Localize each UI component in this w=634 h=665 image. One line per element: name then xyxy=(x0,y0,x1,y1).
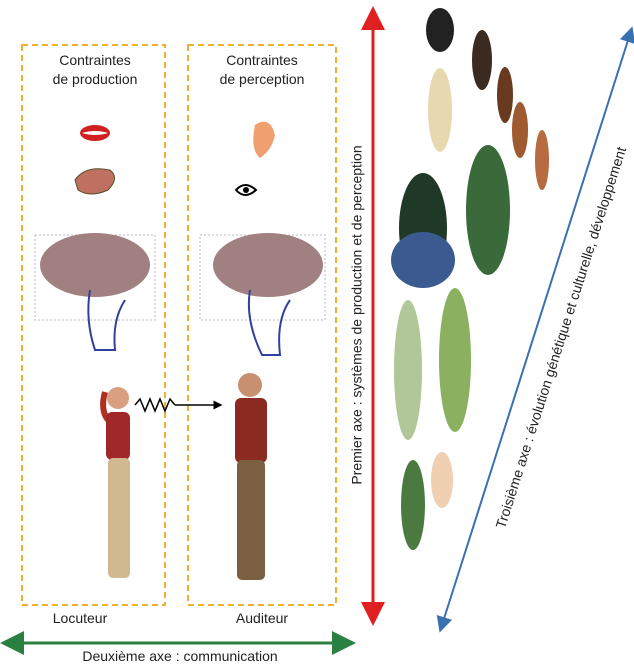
pupil xyxy=(243,187,249,193)
eye-icon xyxy=(234,184,258,196)
brain-right xyxy=(199,233,326,356)
production-box xyxy=(21,44,166,606)
third-axis-label: Troisième axe : évolution génétique et c… xyxy=(492,145,629,531)
tongue-icon xyxy=(74,168,115,195)
evolution-figures xyxy=(391,8,549,550)
brain-left xyxy=(34,233,156,351)
third-axis xyxy=(436,26,634,633)
box-title: Contraintes xyxy=(226,52,298,68)
sound-wave xyxy=(134,397,176,413)
perception-box xyxy=(187,44,337,606)
caption: Locuteur xyxy=(53,610,108,626)
first-axis-label: Premier axe : systèmes de production et … xyxy=(349,145,365,484)
second-axis-label: Deuxième axe : communication xyxy=(82,648,277,664)
ear-icon xyxy=(253,121,275,158)
box-title: de production xyxy=(53,71,138,87)
listener-figure xyxy=(235,373,267,580)
teeth xyxy=(82,131,108,135)
box-title: Contraintes xyxy=(59,52,131,68)
caption: Auditeur xyxy=(236,610,288,626)
speaker-figure xyxy=(100,387,130,578)
box-title: de perception xyxy=(220,71,305,87)
